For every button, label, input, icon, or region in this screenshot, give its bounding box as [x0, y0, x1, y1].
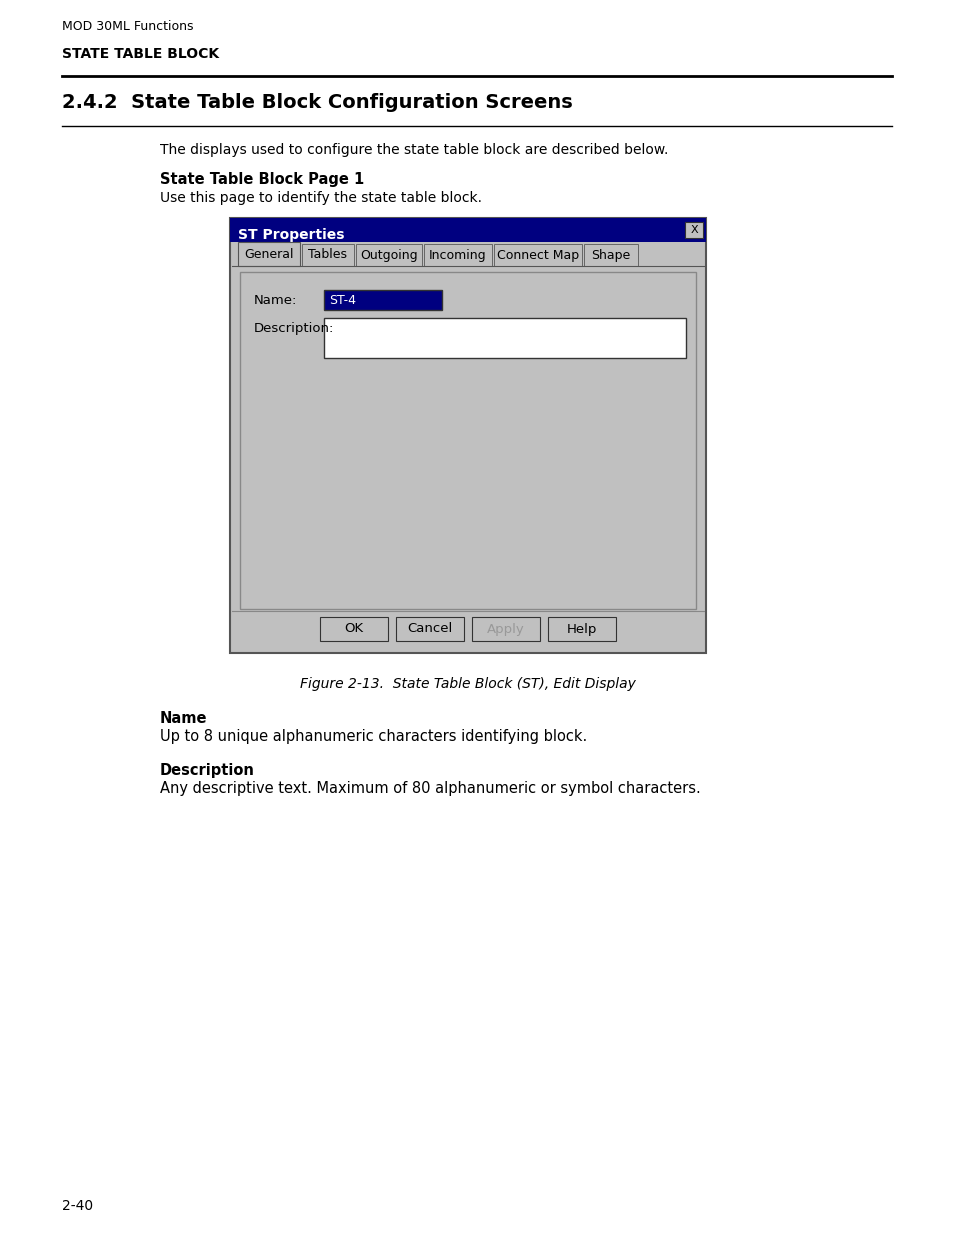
Bar [240, 272, 696, 609]
Text: Outgoing: Outgoing [360, 248, 417, 262]
Text: Help: Help [566, 622, 597, 636]
Bar [472, 618, 539, 641]
Bar [230, 219, 705, 653]
Text: OK: OK [344, 622, 363, 636]
Text: Apply: Apply [487, 622, 524, 636]
Text: Connect Map: Connect Map [497, 248, 578, 262]
Bar [324, 290, 441, 310]
Text: Tables: Tables [308, 248, 347, 262]
Text: Up to 8 unique alphanumeric characters identifying block.: Up to 8 unique alphanumeric characters i… [160, 729, 587, 743]
Bar [423, 245, 492, 266]
Text: Any descriptive text. Maximum of 80 alphanumeric or symbol characters.: Any descriptive text. Maximum of 80 alph… [160, 781, 700, 797]
Text: 2.4.2  State Table Block Configuration Screens: 2.4.2 State Table Block Configuration Sc… [62, 93, 572, 112]
Text: Name:: Name: [253, 294, 297, 308]
Text: Incoming: Incoming [429, 248, 486, 262]
Text: Shape: Shape [591, 248, 630, 262]
Text: X: X [689, 225, 697, 235]
Text: Figure 2-13.  State Table Block (ST), Edit Display: Figure 2-13. State Table Block (ST), Edi… [300, 677, 636, 692]
Text: STATE TABLE BLOCK: STATE TABLE BLOCK [62, 47, 219, 61]
Text: The displays used to configure the state table block are described below.: The displays used to configure the state… [160, 143, 668, 157]
Text: ST-4: ST-4 [329, 294, 355, 306]
Bar [302, 245, 354, 266]
Text: MOD 30ML Functions: MOD 30ML Functions [62, 20, 193, 33]
Text: ST Properties: ST Properties [237, 228, 344, 242]
Text: Description: Description [160, 763, 254, 778]
Text: Description:: Description: [253, 322, 334, 335]
Text: Cancel: Cancel [407, 622, 452, 636]
Text: General: General [244, 247, 294, 261]
Bar [355, 245, 421, 266]
Bar [319, 618, 388, 641]
Bar [494, 245, 581, 266]
Text: Use this page to identify the state table block.: Use this page to identify the state tabl… [160, 191, 481, 205]
Bar [395, 618, 463, 641]
Text: State Table Block Page 1: State Table Block Page 1 [160, 172, 364, 186]
Bar [583, 245, 638, 266]
Text: 2-40: 2-40 [62, 1199, 93, 1213]
Bar [324, 317, 685, 358]
Bar [684, 222, 702, 238]
Bar [237, 242, 299, 266]
Text: Name: Name [160, 711, 208, 726]
Bar [547, 618, 616, 641]
Bar [230, 219, 705, 242]
